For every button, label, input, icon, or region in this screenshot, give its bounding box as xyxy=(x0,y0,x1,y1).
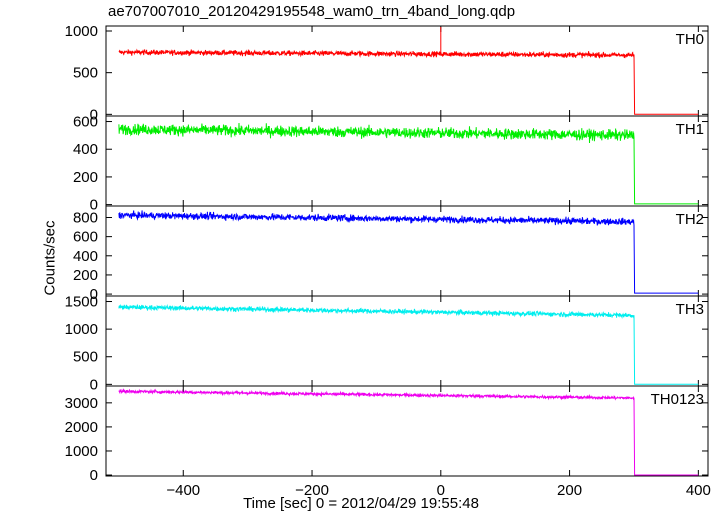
y-tick-label: 1000 xyxy=(65,321,98,338)
series-line-th0 xyxy=(118,27,699,115)
y-tick-label: 400 xyxy=(73,248,98,265)
y-tick-label: 2000 xyxy=(65,419,98,436)
y-tick-label: 1500 xyxy=(65,294,98,311)
x-tick-label: 400 xyxy=(686,482,711,499)
panel-frame xyxy=(105,25,709,117)
x-tick-label: −200 xyxy=(295,482,329,499)
panel-label-th0: TH0 xyxy=(676,31,704,48)
panel-label-th1: TH1 xyxy=(676,121,704,138)
y-tick-label: 200 xyxy=(73,169,98,186)
y-tick-label: 600 xyxy=(73,114,98,131)
y-tick-label: 500 xyxy=(73,65,98,82)
y-tick-label: 400 xyxy=(73,141,98,158)
y-tick-label: 3000 xyxy=(65,395,98,412)
y-tick-label: 0 xyxy=(90,286,98,303)
panel-frame xyxy=(105,295,709,387)
x-tick-label: 200 xyxy=(557,482,582,499)
y-tick-label: 0 xyxy=(90,106,98,123)
y-tick-label: 1000 xyxy=(65,23,98,40)
chart-title: ae707007010_20120429195548_wam0_trn_4ban… xyxy=(108,3,516,20)
y-tick-label: 800 xyxy=(73,209,98,226)
panel-frame xyxy=(105,385,709,477)
y-tick-label: 0 xyxy=(90,376,98,393)
series-line-th2 xyxy=(118,210,699,294)
y-tick-label: 0 xyxy=(90,467,98,484)
panel-label-th2: TH2 xyxy=(676,211,704,228)
panel-label-th3: TH3 xyxy=(676,301,704,318)
panel-label-th0123: TH0123 xyxy=(651,391,704,408)
series-line-th1 xyxy=(118,122,699,205)
x-tick-label: 0 xyxy=(437,482,445,499)
y-axis-label: Counts/sec xyxy=(41,220,59,296)
y-tick-label: 1000 xyxy=(65,443,98,460)
y-tick-label: 600 xyxy=(73,229,98,246)
y-tick-label: 200 xyxy=(73,267,98,284)
y-tick-label: 500 xyxy=(73,349,98,366)
x-axis-label: Time [sec] 0 = 2012/04/29 19:55:48 xyxy=(243,495,479,512)
series-line-th3 xyxy=(118,303,699,385)
x-tick-label: −400 xyxy=(166,482,200,499)
y-tick-label: 0 xyxy=(90,197,98,214)
series-line-th0123 xyxy=(118,388,699,476)
